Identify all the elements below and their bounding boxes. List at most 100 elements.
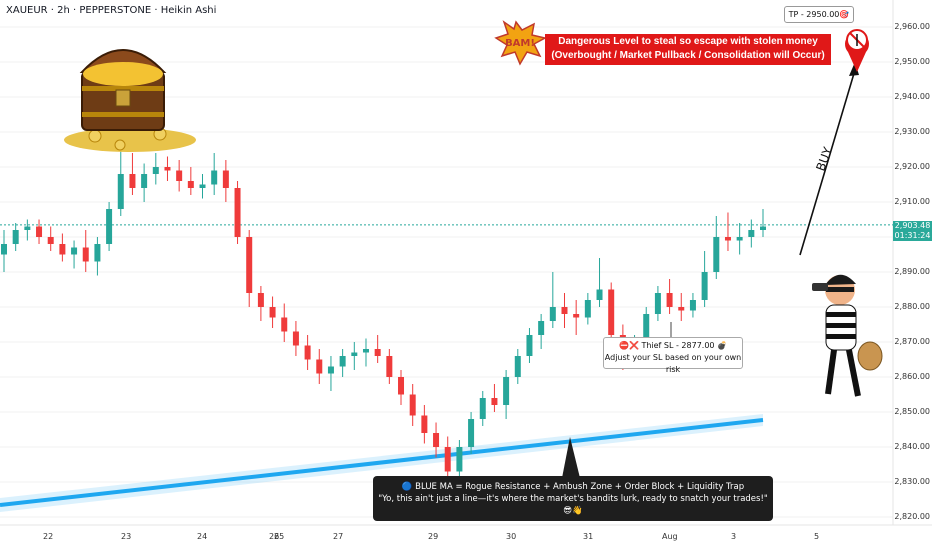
candle-up [760,226,766,230]
ma-line-2: "Yo, this ain't just a line—it's where t… [378,494,768,516]
candle-up [339,356,346,367]
time-tick-label: 29 [428,532,439,541]
candle-down [421,415,428,433]
current-price-value: 2,903.48 [894,221,931,230]
candle-up [503,377,510,405]
candle-down [292,331,299,346]
price-tick-label: 2,870.00 [894,337,930,346]
candle-down [281,317,288,332]
time-tick-label: 3 [731,532,737,541]
candle-down [444,447,451,472]
time-tick-label: 22 [43,532,54,541]
price-tick-label: 2,830.00 [894,477,930,486]
price-tick-label: 2,940.00 [894,92,930,101]
candle-down [304,345,311,360]
candle-down [269,307,276,318]
candle-down [491,398,498,405]
candle-down [234,188,241,237]
candle-up [362,349,369,353]
candle-up [199,184,206,188]
price-tick-label: 2,860.00 [894,372,930,381]
candle-up [141,174,148,188]
candle-down [724,237,731,241]
candle-up [351,352,358,356]
candle-down [36,226,43,237]
ma-line-1: 🔵 BLUE MA = Rogue Resistance + Ambush Zo… [401,482,745,492]
stop-loss-callout: ⛔❌ Thief SL - 2877.00 💣 Adjust your SL b… [603,337,743,374]
price-tick-label: 2,930.00 [894,127,930,136]
blue-ma-line [0,418,764,507]
time-tick-label: 23 [121,532,132,541]
candle-up [654,293,661,314]
time-tick-label: 25 [274,532,285,541]
countdown-value: 01:31:24 [894,231,931,240]
candle-down [82,247,89,262]
candle-up [526,335,533,356]
candle-down [59,244,66,255]
ma-callout: 🔵 BLUE MA = Rogue Resistance + Ambush Zo… [373,476,773,521]
candle-up [514,356,521,377]
candle-up [713,237,720,272]
price-tick-label: 2,920.00 [894,162,930,171]
candle-up [106,209,113,244]
candle-down [678,307,685,311]
candle-up [538,321,545,335]
svg-text:BAM!: BAM! [505,38,535,49]
time-tick-label: Aug [662,532,678,541]
sl-line-1: ⛔❌ Thief SL - 2877.00 💣 [618,341,728,350]
candle-down [129,174,136,188]
time-tick-label: 30 [506,532,517,541]
candle-up [327,366,334,374]
candle-up [479,398,486,419]
candle-down [398,377,405,395]
danger-callout: Dangerous Level to steal so escape with … [545,34,831,65]
tp-label: TP - 2950.00🎯 [784,6,854,23]
candle-down [257,293,264,307]
candle-down [433,433,440,447]
candle-up [596,289,603,300]
candle-up [117,174,124,209]
buy-arrow-head [849,62,859,76]
candle-up [71,247,78,255]
time-tick-label: 31 [583,532,594,541]
treasure-chest-illustration [64,49,196,152]
candle-down [409,394,416,416]
price-tick-label: 2,890.00 [894,267,930,276]
price-tick-label: 2,960.00 [894,22,930,31]
time-tick-label: 27 [333,532,344,541]
price-tick-label: 2,880.00 [894,302,930,311]
candle-down [561,307,568,314]
candle-down [316,359,323,374]
chart-header: XAUEUR · 2h · PEPPERSTONE · Heikin Ashi [6,5,217,16]
price-tick-label: 2,910.00 [894,197,930,206]
candle-down [47,237,54,244]
candle-up [94,244,101,262]
candle-down [164,167,171,171]
danger-line-1: Dangerous Level to steal so escape with … [558,36,818,47]
price-tick-label: 2,950.00 [894,57,930,66]
candle-up [456,447,463,472]
buy-arrow [799,69,856,256]
candles-group [1,146,766,496]
no-thief-icon [845,29,870,72]
candle-up [748,230,755,237]
price-tick-label: 2,820.00 [894,512,930,521]
danger-line-2: (Overbought / Market Pullback / Consolid… [551,50,825,61]
candle-down [176,170,183,181]
ma-callout-pointer [562,437,580,478]
current-price-tag: 2,903.48 01:31:24 [893,221,932,241]
candle-up [584,300,591,318]
candle-down [246,237,253,293]
candle-down [666,293,673,307]
sl-line-2: Adjust your SL based on your own risk [604,353,742,374]
candle-up [152,167,159,174]
candle-up [211,170,218,185]
bam-burst-icon: BAM! [494,20,548,66]
candle-up [736,237,743,241]
price-tick-label: 2,840.00 [894,442,930,451]
candle-up [1,244,7,255]
candle-up [12,230,19,244]
candle-down [187,181,194,188]
price-tick-label: 2,850.00 [894,407,930,416]
